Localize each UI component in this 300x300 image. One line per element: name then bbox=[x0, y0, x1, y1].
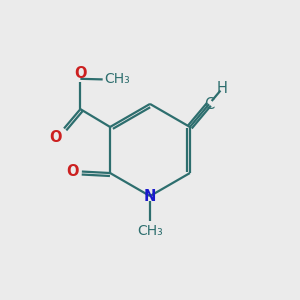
Text: H: H bbox=[217, 81, 228, 96]
Text: C: C bbox=[204, 97, 214, 112]
Text: O: O bbox=[74, 67, 87, 82]
Text: O: O bbox=[66, 164, 78, 179]
Text: O: O bbox=[49, 130, 62, 145]
Text: CH₃: CH₃ bbox=[104, 72, 130, 86]
Text: CH₃: CH₃ bbox=[137, 224, 163, 238]
Text: N: N bbox=[144, 189, 156, 204]
